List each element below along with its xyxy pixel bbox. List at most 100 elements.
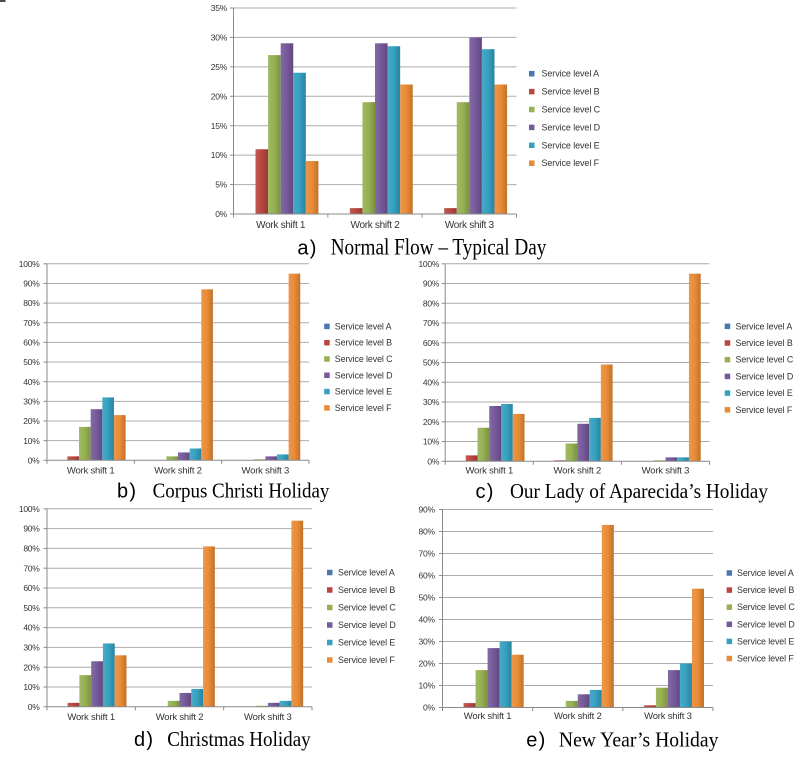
svg-text:Service level A: Service level A xyxy=(737,568,794,578)
svg-text:100%: 100% xyxy=(19,259,40,269)
svg-text:80%: 80% xyxy=(419,527,436,537)
svg-text:100%: 100% xyxy=(19,504,40,514)
svg-text:Work shift 2: Work shift 2 xyxy=(156,712,204,723)
svg-text:70%: 70% xyxy=(423,318,440,328)
svg-text:c): c) xyxy=(476,481,495,503)
svg-text:5%: 5% xyxy=(215,180,227,190)
svg-text:Work shift 2: Work shift 2 xyxy=(554,711,602,722)
svg-text:10%: 10% xyxy=(423,437,440,447)
svg-text:0%: 0% xyxy=(28,702,40,712)
svg-text:Normal Flow – Typical Day: Normal Flow – Typical Day xyxy=(331,234,547,260)
svg-text:Work shift 2: Work shift 2 xyxy=(154,466,202,477)
svg-text:50%: 50% xyxy=(423,358,440,368)
svg-text:10%: 10% xyxy=(419,681,436,691)
svg-text:Work shift 3: Work shift 3 xyxy=(445,220,495,231)
svg-text:90%: 90% xyxy=(23,279,40,289)
svg-text:Service level C: Service level C xyxy=(335,354,393,364)
svg-text:0%: 0% xyxy=(427,456,439,466)
svg-text:50%: 50% xyxy=(23,357,40,367)
svg-text:b): b) xyxy=(117,481,137,503)
svg-text:Work shift 1: Work shift 1 xyxy=(256,220,306,231)
svg-text:Service level A: Service level A xyxy=(542,69,600,79)
svg-text:30%: 30% xyxy=(423,397,440,407)
svg-text:Service level C: Service level C xyxy=(737,602,795,612)
svg-text:Work shift 3: Work shift 3 xyxy=(642,466,690,477)
svg-text:Service level F: Service level F xyxy=(542,158,600,168)
svg-text:35%: 35% xyxy=(211,3,228,13)
svg-text:Corpus Christi Holiday: Corpus Christi Holiday xyxy=(153,479,330,503)
svg-text:Work shift 3: Work shift 3 xyxy=(644,711,692,722)
svg-text:Service level E: Service level E xyxy=(338,638,395,648)
svg-text:e): e) xyxy=(526,730,546,752)
svg-text:30%: 30% xyxy=(23,643,40,653)
svg-text:Work shift 3: Work shift 3 xyxy=(242,466,290,477)
svg-text:40%: 40% xyxy=(23,377,40,387)
svg-text:a): a) xyxy=(297,237,317,259)
svg-text:70%: 70% xyxy=(23,563,40,573)
svg-text:25%: 25% xyxy=(211,62,228,72)
svg-text:50%: 50% xyxy=(419,593,436,603)
svg-text:Our Lady of Aparecida’s Holida: Our Lady of Aparecida’s Holiday xyxy=(510,479,768,503)
svg-text:Service level B: Service level B xyxy=(737,585,794,595)
svg-text:Service level D: Service level D xyxy=(335,370,393,380)
svg-text:20%: 20% xyxy=(211,91,228,101)
svg-text:40%: 40% xyxy=(419,615,436,625)
svg-text:90%: 90% xyxy=(419,505,436,515)
svg-text:Service level A: Service level A xyxy=(335,321,392,331)
svg-text:10%: 10% xyxy=(23,436,40,446)
svg-text:Service level D: Service level D xyxy=(736,371,794,381)
svg-text:Service level D: Service level D xyxy=(338,620,396,630)
svg-text:Christmas Holiday: Christmas Holiday xyxy=(167,727,311,751)
svg-text:Service level A: Service level A xyxy=(338,568,395,578)
svg-text:15%: 15% xyxy=(211,121,228,131)
svg-text:80%: 80% xyxy=(423,298,440,308)
svg-text:Service level F: Service level F xyxy=(335,403,392,413)
svg-text:Work shift 1: Work shift 1 xyxy=(67,712,115,723)
svg-text:Service level E: Service level E xyxy=(737,636,794,646)
svg-text:Work shift 2: Work shift 2 xyxy=(350,220,400,231)
svg-text:80%: 80% xyxy=(23,298,40,308)
svg-text:20%: 20% xyxy=(419,659,436,669)
svg-text:10%: 10% xyxy=(23,682,40,692)
svg-text:New Year’s Holiday: New Year’s Holiday xyxy=(559,728,719,752)
svg-text:60%: 60% xyxy=(423,338,440,348)
svg-text:60%: 60% xyxy=(23,583,40,593)
svg-text:90%: 90% xyxy=(23,524,40,534)
svg-text:100%: 100% xyxy=(418,259,439,269)
svg-text:0%: 0% xyxy=(423,703,435,713)
svg-text:Work shift 1: Work shift 1 xyxy=(465,466,513,477)
svg-text:40%: 40% xyxy=(423,377,440,387)
svg-text:30%: 30% xyxy=(211,33,228,43)
svg-text:80%: 80% xyxy=(23,544,40,554)
svg-text:0%: 0% xyxy=(215,209,227,219)
svg-text:20%: 20% xyxy=(23,416,40,426)
svg-text:Service level A: Service level A xyxy=(736,321,793,331)
svg-text:30%: 30% xyxy=(419,637,436,647)
svg-text:Work shift 3: Work shift 3 xyxy=(244,712,292,723)
svg-text:Service level E: Service level E xyxy=(736,388,793,398)
svg-text:Service level E: Service level E xyxy=(542,140,600,150)
svg-text:Service level D: Service level D xyxy=(542,122,601,132)
svg-text:60%: 60% xyxy=(23,338,40,348)
svg-text:40%: 40% xyxy=(23,623,40,633)
svg-text:Service level E: Service level E xyxy=(335,387,392,397)
svg-text:Work shift 1: Work shift 1 xyxy=(67,466,115,477)
svg-text:Service level B: Service level B xyxy=(335,338,392,348)
svg-text:20%: 20% xyxy=(23,662,40,672)
svg-text:70%: 70% xyxy=(23,318,40,328)
svg-text:90%: 90% xyxy=(423,279,440,289)
svg-text:30%: 30% xyxy=(23,396,40,406)
svg-text:70%: 70% xyxy=(419,549,436,559)
svg-text:Service level B: Service level B xyxy=(736,338,793,348)
svg-text:Service level C: Service level C xyxy=(542,105,601,115)
svg-text:Work shift 1: Work shift 1 xyxy=(464,711,512,722)
svg-text:10%: 10% xyxy=(211,150,228,160)
svg-text:20%: 20% xyxy=(423,417,440,427)
svg-text:Service level D: Service level D xyxy=(737,619,795,629)
svg-text:60%: 60% xyxy=(419,571,436,581)
svg-text:Service level F: Service level F xyxy=(338,655,395,665)
svg-text:Service level B: Service level B xyxy=(338,585,395,595)
svg-text:d): d) xyxy=(134,729,154,751)
svg-text:Service level F: Service level F xyxy=(736,405,793,415)
svg-text:Service level F: Service level F xyxy=(737,654,794,664)
